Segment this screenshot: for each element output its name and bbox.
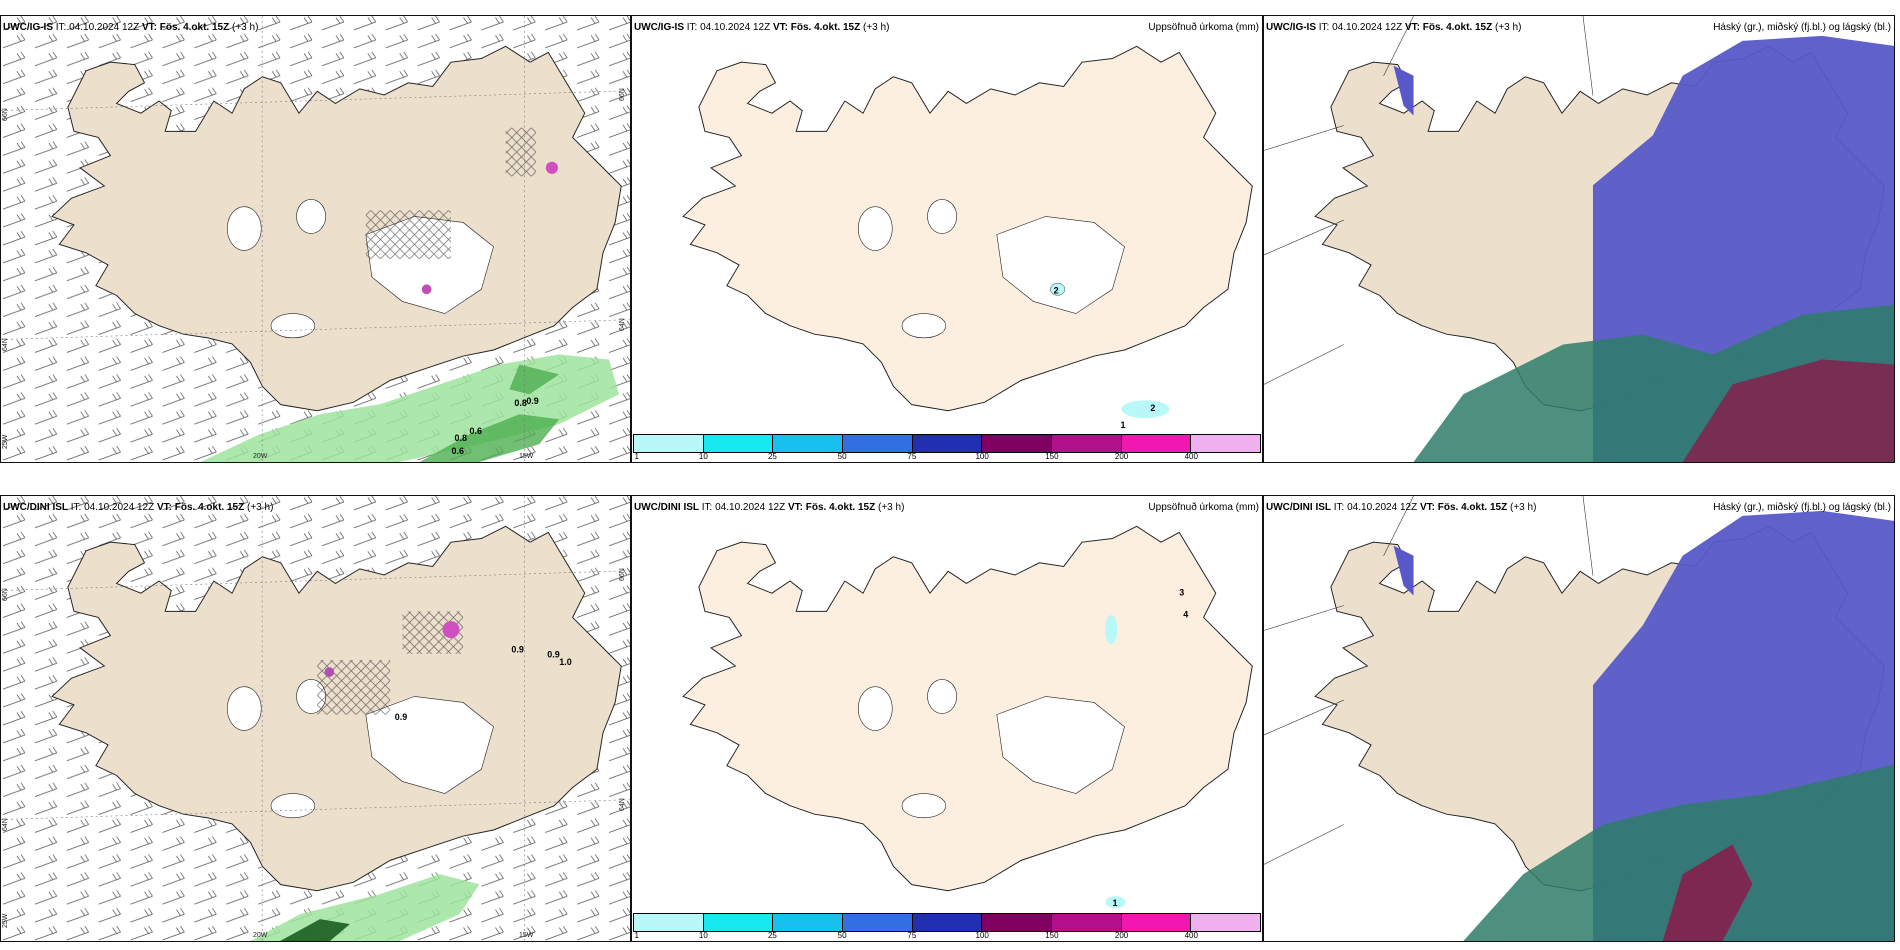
lat-label: 66N [619,88,626,101]
lat-label: 64N [2,338,9,351]
cloud-map [1264,16,1894,462]
cloud-map [1264,496,1894,941]
colorbar-tick: 150 [1045,452,1059,461]
colorbar-tick: 100 [975,931,989,940]
lon-label: 15W [519,453,534,460]
colorbar-tick: 75 [907,931,917,940]
precip-map-panel-bottom[interactable]: UWC/DINI ISL IT: 04.10.2024 12Z VT: Fös.… [631,495,1263,942]
contour-label: 1 [1120,420,1125,430]
colorbar-tick: 75 [907,452,917,461]
colorbar-tick: 10 [698,931,708,940]
colorbar-tick: 200 [1114,452,1129,461]
panel-title: UWC/IG-IS IT: 04.10.2024 12Z VT: Fös. 4.… [3,22,259,33]
lat-label: 64N [619,318,626,331]
colorbar-swatch [773,435,844,452]
colorbar-tick: 10 [698,452,708,461]
contour-label: 0.9 [395,712,407,722]
colorbar-tick: 25 [767,931,777,940]
colorbar-swatch [982,914,1053,931]
colorbar-swatch [1191,914,1261,931]
lat-label: 66N [2,108,9,121]
colorbar-swatch [982,435,1053,452]
cloud-map-panel-top[interactable]: UWC/IG-IS IT: 04.10.2024 12Z VT: Fös. 4.… [1263,15,1895,463]
colorbar-swatch [912,435,983,452]
wind-map: 0.9 1.0 0.9 0.9 [1,496,630,941]
contour-label: 0.6 [452,446,464,456]
colorbar-swatch [912,914,983,931]
lat-label: 66N [619,568,626,581]
contour-label: 0.6 [470,426,482,436]
colorbar-tick: 150 [1045,931,1059,940]
precip-title: Uppsöfnuð úrkoma (mm) [1148,22,1259,33]
contour-label: 2 [1054,286,1059,296]
lon-label: 20W [253,932,268,939]
lat-label: 66N [2,588,9,601]
colorbar-tick: 50 [837,931,847,940]
precip-colorbar: 1 10 25 50 75 100 150 200 400 [632,911,1262,941]
colorbar-swatch [1052,435,1122,452]
lon-label: 25W [2,434,9,449]
colorbar-swatch [634,914,704,931]
colorbar-swatch [1121,435,1192,452]
panel-title: UWC/IG-IS IT: 04.10.2024 12Z VT: Fös. 4.… [1266,22,1522,33]
lon-label: 25W [2,913,9,928]
wind-map-panel-top[interactable]: UWC/IG-IS IT: 04.10.2024 12Z VT: Fös. 4.… [0,15,631,463]
panel-title: UWC/DINI ISL IT: 04.10.2024 12Z VT: Fös.… [3,502,274,513]
lat-label: 64N [619,798,626,811]
colorbar-swatch [773,914,844,931]
colorbar-swatch [843,914,913,931]
contour-label: 1 [1112,898,1117,908]
lon-label: 20W [253,453,268,460]
contour-label: 0.8 [514,398,526,408]
cloud-map-panel-bottom[interactable]: UWC/DINI ISL IT: 04.10.2024 12Z VT: Fös.… [1263,495,1895,942]
colorbar-tick: 1 [634,452,639,461]
colorbar-tick: 200 [1114,931,1129,940]
contour-label: 3 [1179,588,1184,598]
colorbar-swatch [1052,914,1122,931]
contour-label: 0.9 [526,396,538,406]
cloud-title: Háský (gr.), miðský (fj.bl.) og lágský (… [1713,502,1891,513]
contour-label: 1.0 [559,657,571,667]
colorbar-tick: 400 [1184,452,1198,461]
contour-label: 2 [1150,403,1155,413]
precip-map: 2 2 1 [682,45,1253,430]
contour-label: 4 [1183,609,1188,619]
colorbar-tick: 100 [975,452,989,461]
cloud-title: Háský (gr.), miðský (fj.bl.) og lágský (… [1713,22,1891,33]
wind-map: 0.8 0.9 0.8 0.6 0.6 [1,16,630,462]
panel-title: UWC/DINI ISL IT: 04.10.2024 12Z VT: Fös.… [634,502,905,513]
colorbar-swatch [703,914,774,931]
colorbar-tick: 400 [1184,931,1198,940]
panel-title: UWC/IG-IS IT: 04.10.2024 12Z VT: Fös. 4.… [634,22,890,33]
colorbar-tick: 1 [634,931,639,940]
colorbar-tick: 50 [837,452,847,461]
wind-map-panel-bottom[interactable]: UWC/DINI ISL IT: 04.10.2024 12Z VT: Fös.… [0,495,631,942]
precip-map: 3 4 1 [682,525,1253,908]
contour-label: 0.9 [511,644,523,654]
contour-label: 0.9 [547,649,559,659]
precip-title: Uppsöfnuð úrkoma (mm) [1148,502,1259,513]
precip-map-panel-top[interactable]: UWC/IG-IS IT: 04.10.2024 12Z VT: Fös. 4.… [631,15,1263,463]
lon-label: 15W [519,932,534,939]
colorbar-swatch [843,435,913,452]
colorbar-swatch [1121,914,1192,931]
precip-colorbar: 1 10 25 50 75 100 150 200 400 [632,432,1262,462]
contour-label: 0.8 [455,433,467,443]
colorbar-swatch [703,435,774,452]
colorbar-swatch [634,435,704,452]
colorbar-swatch [1191,435,1261,452]
colorbar-tick: 25 [767,452,777,461]
lat-label: 64N [2,818,9,831]
panel-title: UWC/DINI ISL IT: 04.10.2024 12Z VT: Fös.… [1266,502,1537,513]
